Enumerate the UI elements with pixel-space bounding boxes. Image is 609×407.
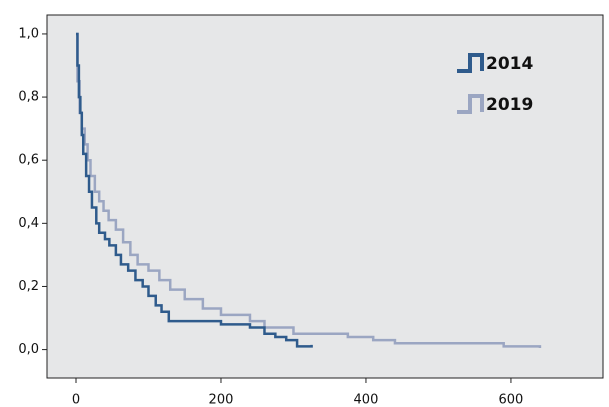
x-tick-label: 0 (72, 393, 80, 407)
step-line (75, 32, 313, 348)
y-tick-label: 0,4 (18, 216, 39, 231)
y-tick-label: 0,6 (18, 153, 39, 168)
legend-icon (457, 94, 484, 114)
y-tick-label: 0,0 (18, 342, 39, 357)
plot-area (46, 14, 604, 379)
y-tick-label: 0,2 (18, 279, 39, 294)
legend-text: 2019 (486, 95, 533, 115)
legend-icon (457, 53, 484, 73)
y-tick-label: 1,0 (18, 26, 39, 41)
x-tick-label: 600 (499, 393, 524, 407)
step-line (75, 32, 542, 349)
legend-text: 2014 (486, 54, 533, 74)
x-tick-label: 200 (209, 393, 234, 407)
y-tick-label: 0,8 (18, 90, 39, 105)
x-tick-label: 400 (354, 393, 379, 407)
